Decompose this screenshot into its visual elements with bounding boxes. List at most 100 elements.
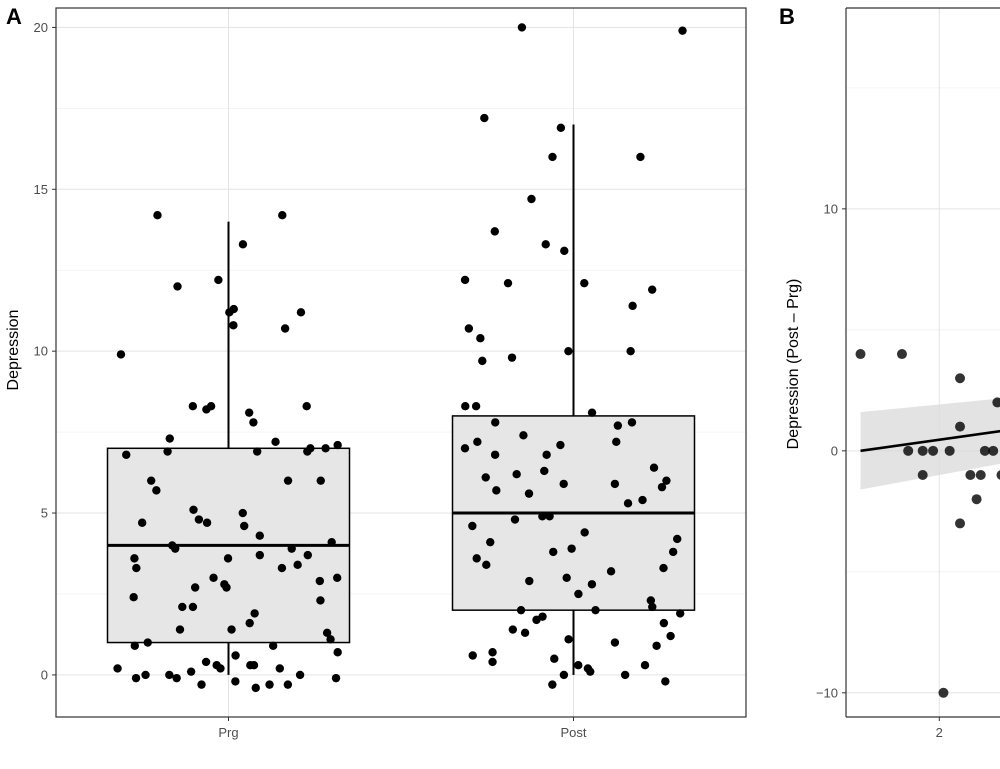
data-point bbox=[652, 641, 661, 650]
data-point bbox=[657, 482, 667, 492]
data-point bbox=[965, 470, 976, 481]
data-point bbox=[238, 508, 247, 518]
data-point bbox=[491, 418, 500, 427]
data-point bbox=[955, 373, 966, 384]
data-point bbox=[293, 560, 302, 570]
y-tick-label: −10 bbox=[816, 685, 838, 700]
data-point bbox=[287, 544, 296, 553]
data-point bbox=[507, 353, 517, 362]
data-point bbox=[315, 576, 325, 586]
data-point bbox=[623, 499, 633, 508]
data-point bbox=[476, 334, 485, 343]
data-point bbox=[549, 547, 558, 557]
data-point bbox=[564, 346, 573, 356]
data-point bbox=[152, 486, 161, 495]
data-point bbox=[244, 408, 254, 417]
confidence-band bbox=[860, 398, 1000, 490]
data-point bbox=[610, 638, 620, 647]
data-point bbox=[488, 648, 497, 657]
data-point bbox=[574, 661, 583, 670]
data-point bbox=[979, 445, 990, 456]
data-point bbox=[510, 515, 520, 524]
panel-b: B −10 0 10 2 Depression (Post – Prg) bbox=[779, 4, 1000, 740]
data-point bbox=[562, 573, 571, 582]
data-point bbox=[648, 602, 657, 612]
data-point bbox=[564, 635, 573, 644]
data-point bbox=[472, 554, 481, 563]
data-point bbox=[673, 534, 682, 544]
data-point bbox=[503, 278, 513, 288]
data-point bbox=[255, 531, 264, 540]
data-point bbox=[591, 605, 600, 615]
data-point bbox=[143, 638, 152, 647]
data-point bbox=[520, 628, 530, 638]
data-point bbox=[545, 512, 554, 521]
data-point bbox=[122, 450, 131, 459]
data-point bbox=[194, 515, 204, 524]
data-point bbox=[620, 670, 630, 680]
fit-line bbox=[860, 429, 1000, 453]
data-point bbox=[201, 657, 211, 667]
data-point bbox=[524, 489, 534, 498]
data-point bbox=[153, 210, 162, 220]
x-tick-label: Prg bbox=[218, 725, 238, 740]
data-point bbox=[130, 554, 139, 563]
panel-b-points bbox=[855, 349, 1000, 698]
data-point bbox=[556, 123, 566, 132]
data-point bbox=[333, 648, 342, 657]
data-point bbox=[480, 113, 489, 123]
data-point bbox=[559, 670, 569, 680]
data-point bbox=[460, 275, 470, 285]
data-point bbox=[955, 518, 966, 529]
data-point bbox=[678, 26, 687, 35]
y-tick-label: 20 bbox=[34, 20, 48, 35]
data-point bbox=[662, 476, 671, 485]
data-point bbox=[251, 683, 260, 693]
data-point bbox=[610, 479, 620, 489]
data-point bbox=[283, 680, 293, 689]
panel-b-confidence-band bbox=[860, 398, 1000, 490]
data-point bbox=[478, 356, 487, 366]
panel-a-x-ticks: Prg Post bbox=[218, 717, 587, 740]
data-point bbox=[175, 625, 185, 634]
data-point bbox=[938, 687, 949, 698]
data-point bbox=[146, 476, 156, 485]
data-point bbox=[661, 677, 670, 686]
panel-a-y-axis-title: Depression bbox=[5, 310, 22, 391]
data-point bbox=[668, 547, 678, 557]
data-point bbox=[587, 408, 597, 417]
data-point bbox=[659, 618, 669, 628]
data-point bbox=[229, 304, 238, 314]
data-point bbox=[163, 447, 172, 456]
data-point bbox=[548, 680, 557, 689]
data-point bbox=[855, 349, 866, 360]
data-point bbox=[471, 402, 481, 411]
data-point bbox=[646, 596, 656, 605]
data-point bbox=[271, 437, 280, 447]
data-point bbox=[636, 152, 645, 162]
data-point bbox=[171, 544, 180, 553]
data-point bbox=[482, 560, 491, 570]
data-point bbox=[586, 667, 595, 676]
data-point bbox=[295, 670, 305, 680]
data-point bbox=[460, 444, 470, 453]
data-point bbox=[229, 321, 238, 330]
data-point bbox=[141, 670, 150, 680]
data-point bbox=[971, 494, 982, 505]
data-point bbox=[116, 350, 126, 359]
data-point bbox=[542, 450, 551, 459]
data-point bbox=[613, 421, 623, 430]
data-point bbox=[481, 473, 490, 482]
data-point bbox=[512, 469, 521, 479]
data-point bbox=[548, 152, 557, 162]
data-point bbox=[675, 609, 685, 618]
data-point bbox=[255, 550, 265, 560]
data-point bbox=[316, 476, 325, 485]
data-point bbox=[606, 567, 616, 576]
data-point bbox=[186, 667, 196, 676]
data-point bbox=[659, 563, 668, 573]
data-point bbox=[540, 466, 549, 476]
data-point bbox=[638, 495, 647, 505]
data-point bbox=[302, 402, 311, 411]
